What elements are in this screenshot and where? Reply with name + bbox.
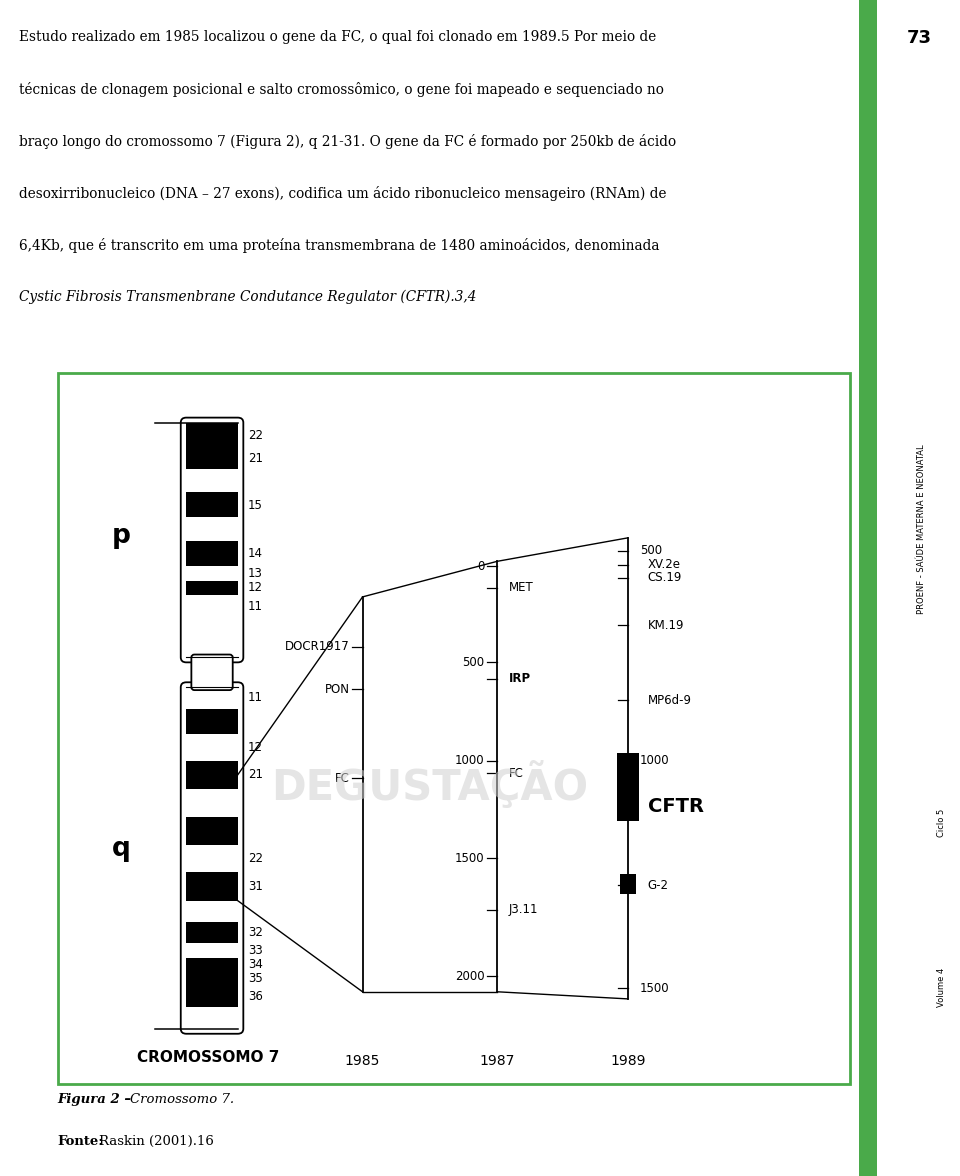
Text: 31: 31	[248, 880, 263, 893]
Text: Figura 2 –: Figura 2 –	[58, 1094, 132, 1107]
Text: 1000: 1000	[455, 754, 485, 767]
Text: 13: 13	[248, 567, 263, 580]
Bar	[186, 957, 238, 971]
Text: MET: MET	[509, 581, 534, 594]
Text: 35: 35	[248, 973, 263, 985]
Bar	[186, 493, 238, 517]
Text: Fonte:: Fonte:	[58, 1136, 104, 1149]
Text: Volume 4: Volume 4	[937, 968, 947, 1008]
Text: Cromossomo 7.: Cromossomo 7.	[130, 1094, 234, 1107]
Text: 12: 12	[248, 741, 263, 754]
Text: 1500: 1500	[455, 851, 485, 864]
Bar	[186, 619, 238, 636]
Text: 32: 32	[248, 927, 263, 940]
Text: 6,4Kb, que é transcrito em uma proteína transmembrana de 1480 aminoácidos, denom: 6,4Kb, que é transcrito em uma proteína …	[19, 238, 660, 253]
Bar	[186, 817, 238, 844]
Text: 73: 73	[907, 29, 932, 47]
Text: 1500: 1500	[639, 982, 669, 995]
Bar	[186, 448, 238, 469]
Bar	[186, 873, 238, 901]
Text: FC: FC	[335, 771, 349, 784]
Text: p: p	[111, 523, 131, 549]
Text: Raskin (2001).16: Raskin (2001).16	[99, 1136, 213, 1149]
Text: 21: 21	[248, 452, 263, 465]
Text: 21: 21	[248, 768, 263, 781]
Text: PON: PON	[324, 683, 349, 696]
Bar	[186, 595, 238, 619]
Text: CFTR: CFTR	[648, 797, 704, 816]
Bar	[186, 901, 238, 922]
Text: CS.19: CS.19	[648, 572, 682, 584]
Text: CROMOSSOMO 7: CROMOSSOMO 7	[137, 1050, 279, 1064]
Bar	[186, 844, 238, 873]
Text: FC: FC	[509, 767, 524, 780]
Text: 34: 34	[248, 958, 263, 971]
Text: G-2: G-2	[648, 878, 668, 891]
Text: 15: 15	[248, 499, 263, 512]
Bar	[186, 566, 238, 581]
Text: MP6d-9: MP6d-9	[648, 694, 691, 707]
Text: 1987: 1987	[479, 1054, 515, 1068]
Text: Cystic Fibrosis Transmenbrane Condutance Regulator (CFTR).3,4: Cystic Fibrosis Transmenbrane Condutance…	[19, 290, 476, 305]
Text: 22: 22	[248, 851, 263, 864]
Text: Ciclo 5: Ciclo 5	[937, 809, 947, 837]
Bar	[186, 761, 238, 789]
Text: 2000: 2000	[455, 970, 485, 983]
Bar	[620, 875, 636, 894]
Text: 500: 500	[639, 544, 661, 557]
Text: IRP: IRP	[509, 673, 531, 686]
Bar	[186, 581, 238, 595]
Bar	[186, 971, 238, 987]
Bar	[186, 422, 238, 448]
Text: 11: 11	[248, 691, 263, 704]
Bar	[186, 922, 238, 943]
Text: Estudo realizado em 1985 localizou o gene da FC, o qual foi clonado em 1989.5 Po: Estudo realizado em 1985 localizou o gen…	[19, 31, 657, 45]
Bar	[859, 0, 877, 1176]
Bar	[616, 754, 639, 821]
Bar	[186, 636, 238, 656]
Bar	[186, 541, 238, 566]
FancyBboxPatch shape	[191, 655, 232, 690]
Bar	[186, 987, 238, 1008]
Text: 22: 22	[248, 429, 263, 442]
Text: XV.2e: XV.2e	[648, 559, 681, 572]
Text: 1000: 1000	[639, 754, 669, 767]
Text: desoxirribonucleico (DNA – 27 exons), codifica um ácido ribonucleico mensageiro : desoxirribonucleico (DNA – 27 exons), co…	[19, 186, 666, 201]
Bar	[186, 789, 238, 817]
Bar	[186, 709, 238, 734]
Text: J3.11: J3.11	[509, 903, 539, 916]
Text: 1989: 1989	[611, 1054, 645, 1068]
Bar	[186, 687, 238, 709]
Text: 11: 11	[248, 601, 263, 614]
Bar	[186, 943, 238, 957]
Text: 36: 36	[248, 990, 263, 1003]
Text: 500: 500	[463, 656, 485, 669]
Text: q: q	[111, 836, 131, 862]
Text: DOCR1917: DOCR1917	[285, 640, 349, 653]
Text: 0: 0	[477, 560, 485, 573]
Bar	[186, 734, 238, 761]
Text: técnicas de clonagem posicional e salto cromossômico, o gene foi mapeado e seque: técnicas de clonagem posicional e salto …	[19, 82, 664, 98]
Text: PROENF - SAÚDE MATERNA E NEONATAL: PROENF - SAÚDE MATERNA E NEONATAL	[917, 445, 926, 614]
Text: KM.19: KM.19	[648, 619, 684, 632]
Text: 12: 12	[248, 581, 263, 594]
Bar	[186, 469, 238, 493]
Bar	[186, 1008, 238, 1029]
Text: 33: 33	[248, 944, 263, 957]
Text: DEGUSTAÇÃO: DEGUSTAÇÃO	[272, 761, 588, 809]
Text: 1985: 1985	[345, 1054, 380, 1068]
Text: 14: 14	[248, 547, 263, 560]
Bar	[186, 517, 238, 541]
Text: braço longo do cromossomo 7 (Figura 2), q 21-31. O gene da FC é formado por 250k: braço longo do cromossomo 7 (Figura 2), …	[19, 134, 677, 149]
